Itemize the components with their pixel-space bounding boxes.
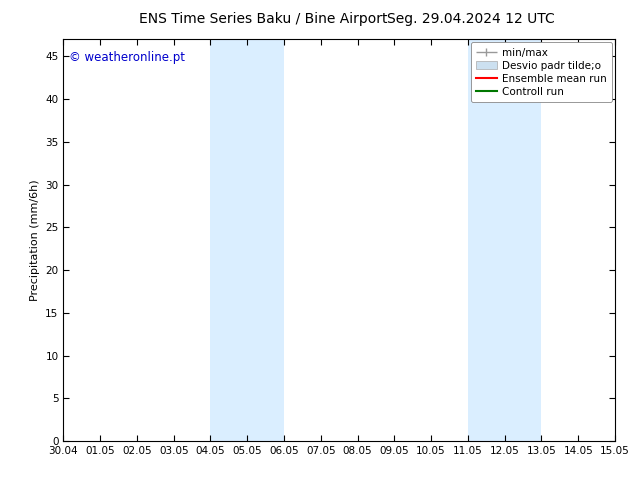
Y-axis label: Precipitation (mm/6h): Precipitation (mm/6h): [30, 179, 40, 301]
Text: ENS Time Series Baku / Bine Airport: ENS Time Series Baku / Bine Airport: [139, 12, 388, 26]
Bar: [468, 39, 541, 441]
Text: © weatheronline.pt: © weatheronline.pt: [69, 51, 185, 64]
Legend: min/max, Desvio padr tilde;o, Ensemble mean run, Controll run: min/max, Desvio padr tilde;o, Ensemble m…: [470, 42, 612, 102]
Text: Seg. 29.04.2024 12 UTC: Seg. 29.04.2024 12 UTC: [387, 12, 555, 26]
Bar: [210, 39, 284, 441]
